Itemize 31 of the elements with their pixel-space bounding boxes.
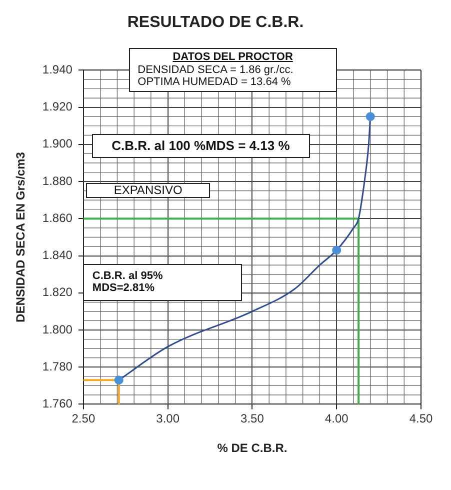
annotation: C.B.R. al 95% [92, 270, 164, 282]
annotation: OPTIMA HUMEDAD = 13.64 % [138, 76, 292, 89]
annotation: DENSIDAD SECA = 1.86 gr./cc. [138, 64, 294, 76]
point [114, 376, 124, 385]
text-box: C.B.R. al 95% MDS=2.81% [83, 264, 242, 301]
x-tick-label: 4.00 [324, 412, 349, 426]
y-tick-label: 1.900 [42, 136, 73, 151]
x-tick-label: 3.00 [156, 412, 180, 426]
annotation: EXPANSIVO [112, 182, 184, 198]
chart-title: RESULTADO DE C.B.R. [127, 14, 304, 32]
point [332, 246, 342, 255]
text-box: C.B.R. al 100 %MDS = 4.13 % [92, 134, 310, 158]
point [366, 112, 375, 122]
y-tick-label: 1.800 [42, 322, 73, 336]
x-tick-label: 4.50 [409, 412, 433, 426]
x-tick-label: 3.50 [240, 412, 264, 426]
y-tick-label: 1.780 [42, 359, 73, 374]
y-tick-label: 1.880 [42, 174, 73, 188]
text-box: DATOS DEL PROCTOR DENSIDAD SECA = 1.86 gr./cc. OPTIMA HUMEDAD = 13.64 % [128, 48, 337, 92]
y-tick-label: 1.940 [42, 62, 73, 77]
x-tick-label: 2.50 [72, 412, 96, 426]
y-axis-title: DENSIDAD SECA EN Grs/cm3 [14, 152, 28, 322]
annotation: C.B.R. al 100 %MDS = 4.13 % [110, 138, 291, 154]
x-axis-title: % DE C.B.R. [217, 441, 288, 456]
y-tick-label: 1.920 [42, 100, 73, 114]
text-box: EXPANSIVO [86, 183, 210, 198]
y-tick-label: 1.820 [42, 285, 73, 300]
y-tick-label: 1.760 [42, 396, 73, 411]
y-tick-label: 1.840 [42, 248, 73, 262]
y-tick-label: 1.860 [42, 210, 73, 225]
annotation: MDS=2.81% [92, 282, 156, 295]
